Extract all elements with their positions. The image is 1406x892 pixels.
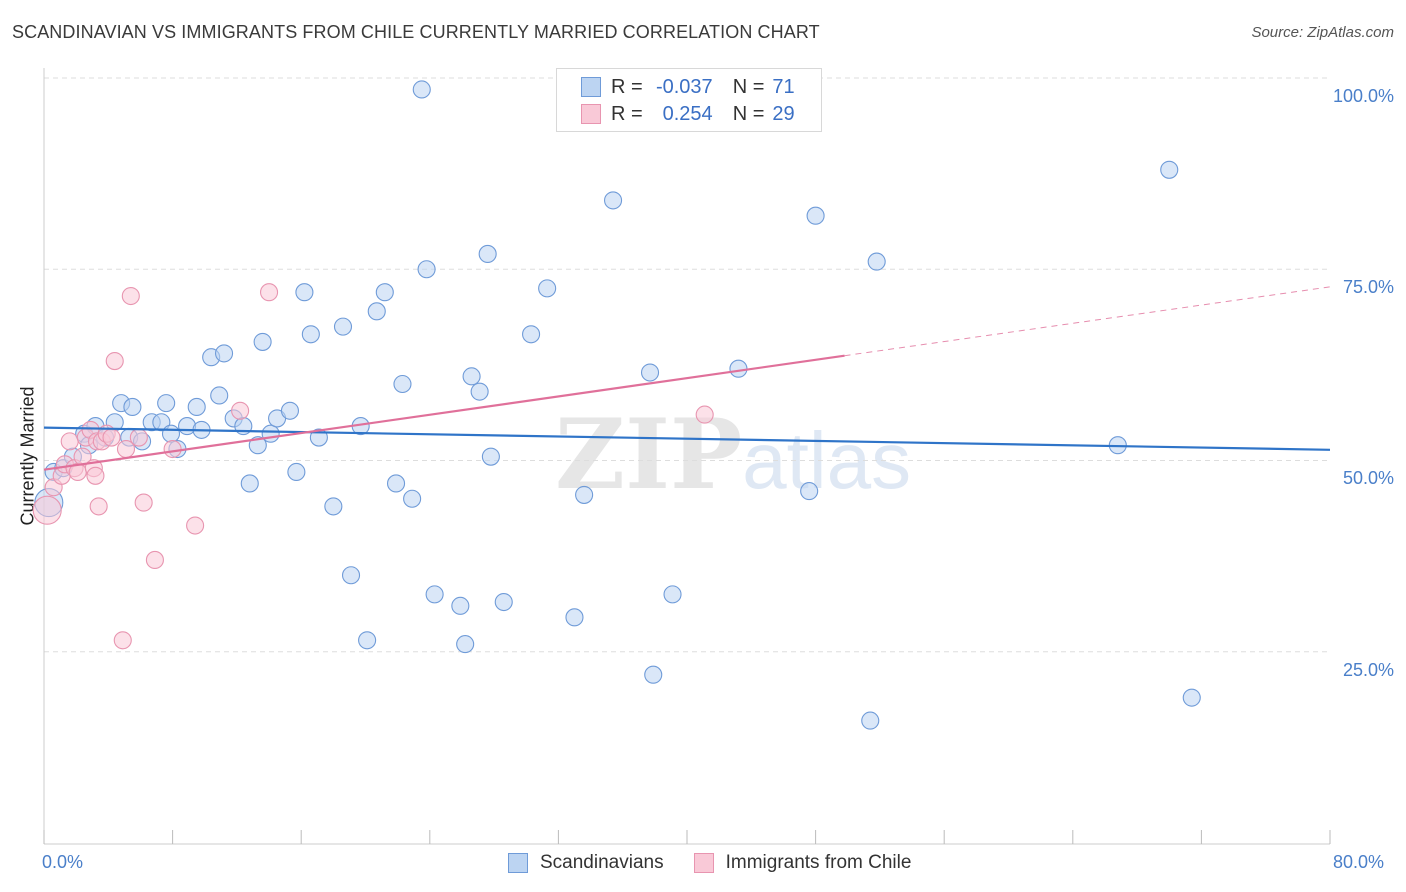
y-tick-label-50: 50.0% [1342, 468, 1394, 488]
trendline-chile [43, 354, 845, 471]
point-scandinavians [367, 302, 386, 321]
x-tick-label-min: 0.0% [42, 852, 84, 872]
point-scandinavians [161, 424, 181, 443]
legend-label-scandinavians: Scandinavians [540, 852, 664, 873]
source-label: Source: ZipAtlas.com [1251, 24, 1394, 41]
point-scandinavians [417, 260, 436, 279]
legend-r-label: R = [611, 75, 643, 98]
point-scandinavians [301, 325, 320, 344]
point-scandinavians [403, 489, 422, 508]
point-scandinavians [210, 386, 229, 405]
point-scandinavians [187, 397, 206, 417]
point-scandinavians [261, 424, 280, 443]
point-chile [695, 405, 714, 424]
point-chile [32, 495, 62, 525]
legend-swatch-blue [581, 77, 601, 97]
point-chile [134, 493, 153, 512]
point-scandinavians [478, 244, 497, 263]
point-scandinavians [470, 382, 489, 401]
y-tick-label-25: 25.0% [1342, 660, 1394, 680]
legend-r-value: -0.037 [655, 75, 713, 98]
legend-swatch-pink [693, 853, 714, 873]
point-scandinavians [861, 711, 880, 730]
point-scandinavians [575, 485, 594, 504]
point-scandinavians [214, 344, 234, 363]
point-scandinavians [157, 394, 176, 413]
point-scandinavians [358, 631, 377, 650]
trendline-scandinavians [43, 426, 1331, 451]
point-chile [163, 439, 182, 459]
legend-n-value: 29 [772, 102, 795, 125]
point-scandinavians [375, 283, 394, 302]
point-scandinavians [644, 665, 663, 684]
point-scandinavians [462, 367, 481, 386]
point-chile [186, 516, 205, 535]
point-chile [145, 550, 164, 570]
point-scandinavians [538, 279, 557, 298]
point-scandinavians [806, 206, 825, 225]
point-chile [89, 497, 108, 516]
point-scandinavians [240, 474, 259, 493]
legend-n-label: N = [732, 75, 765, 98]
point-scandinavians [565, 608, 584, 627]
point-chile [121, 286, 140, 306]
point-scandinavians [425, 585, 444, 604]
legend-row-scandinavians: R = -0.037 N = 71 [581, 74, 795, 100]
point-scandinavians [295, 283, 314, 302]
point-scandinavians [729, 359, 748, 378]
legend-n-value: 71 [772, 75, 795, 98]
point-chile [60, 432, 79, 451]
point-scandinavians [522, 325, 541, 344]
point-chile [231, 401, 250, 420]
point-scandinavians [287, 462, 306, 482]
legend-swatch-blue [508, 853, 528, 873]
series-legend: Scandinavians Immigrants from Chile [508, 852, 941, 874]
x-tick-label-max: 80.0% [1333, 852, 1385, 872]
legend-r-label: R = [611, 102, 643, 125]
point-scandinavians [393, 374, 412, 394]
legend-n-label: N = [732, 102, 765, 125]
point-scandinavians [456, 635, 475, 654]
legend-r-value: 0.254 [662, 102, 713, 125]
point-scandinavians [253, 332, 272, 351]
point-scandinavians [1182, 688, 1201, 707]
point-scandinavians [640, 363, 660, 382]
point-chile [105, 351, 124, 371]
legend-label-chile: Immigrants from Chile [725, 852, 912, 873]
point-scandinavians [324, 497, 343, 516]
point-scandinavians [123, 397, 142, 417]
trendline-chile-extension [844, 286, 1331, 357]
point-scandinavians [280, 401, 299, 420]
legend-item-scandinavians[interactable]: Scandinavians [508, 852, 664, 874]
legend-row-chile: R = 0.254 N = 29 [581, 101, 795, 127]
point-scandinavians [663, 585, 682, 604]
point-scandinavians [494, 592, 513, 612]
y-tick-label-100: 100.0% [1332, 86, 1394, 106]
point-scandinavians [412, 80, 431, 99]
point-scandinavians [333, 317, 353, 336]
point-chile [129, 428, 148, 447]
point-scandinavians [1160, 160, 1179, 179]
legend-item-chile[interactable]: Immigrants from Chile [693, 852, 912, 874]
point-scandinavians [867, 252, 886, 271]
point-scandinavians [451, 596, 470, 615]
chart-title: SCANDINAVIAN VS IMMIGRANTS FROM CHILE CU… [12, 22, 820, 42]
point-scandinavians [481, 447, 500, 466]
point-chile [86, 466, 105, 485]
point-chile [113, 631, 132, 650]
stats-legend: R = -0.037 N = 71 R = 0.254 N = 29 [556, 68, 822, 132]
point-scandinavians [604, 191, 623, 210]
point-chile [102, 428, 121, 447]
legend-swatch-pink [581, 104, 601, 124]
point-scandinavians [341, 566, 361, 585]
point-scandinavians [386, 474, 406, 493]
point-chile [259, 283, 279, 302]
y-tick-label-75: 75.0% [1342, 277, 1394, 297]
point-scandinavians [800, 482, 819, 501]
